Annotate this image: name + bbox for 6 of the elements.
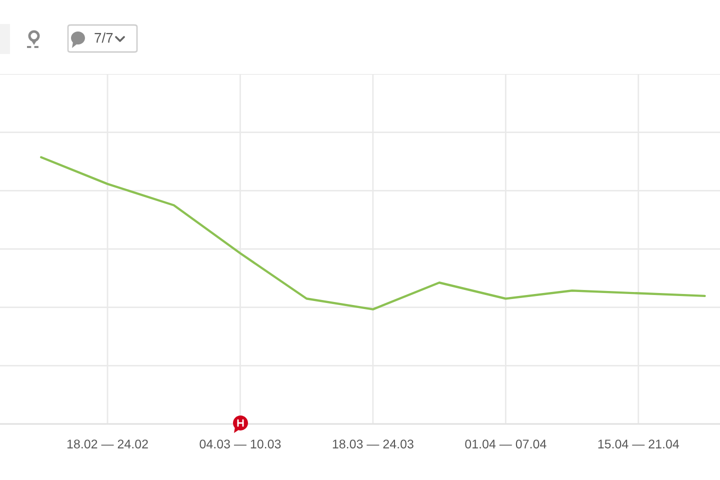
x-tick-label: 15.04 — 21.04	[598, 440, 680, 448]
x-tick-label: 18.03 — 24.03	[332, 440, 414, 448]
x-tick-label: 01.04 — 07.04	[465, 440, 546, 448]
x-tick-label: 04.03 — 10.03	[200, 440, 281, 448]
x-tick-label: 18.02 — 24.02	[67, 440, 148, 448]
text: 7/7	[94, 32, 113, 43]
